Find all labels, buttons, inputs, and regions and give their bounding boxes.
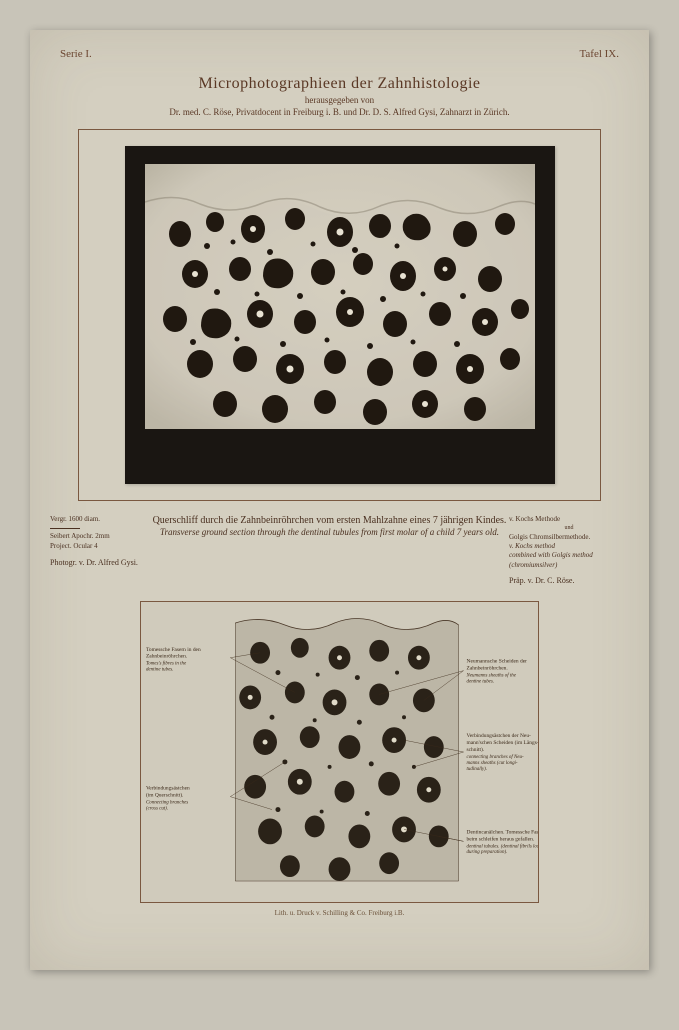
label-r2b: mann'schen Scheiden (im Längs- [467, 739, 538, 746]
subtitle: herausgegeben von [30, 95, 649, 105]
label-l2d: (cross cut). [146, 807, 168, 812]
label-r3c: dentinal tubules. (dentinal fibrils lost [467, 844, 538, 849]
optics-line1: Seibert Apochr. 2mm [50, 532, 150, 542]
label-l2b: (im Querschnitt). [146, 792, 183, 799]
magnification: Vergr. 1600 diam. [50, 515, 150, 525]
authors: Dr. med. C. Röse, Privatdocent in Freibu… [30, 107, 649, 117]
optics-line2: Project. Ocular 4 [50, 542, 150, 552]
tafel-label: Tafel IX. [579, 48, 619, 60]
label-r2f: tudinally). [467, 767, 488, 772]
label-r2e: manns sheaths (cut longi- [467, 761, 518, 766]
plate: Serie I. Tafel IX. Microphotographieen d… [30, 30, 649, 970]
label-r2c: schnitt). [467, 746, 485, 753]
label-l2a: Verbindungsästchen [146, 786, 190, 792]
label-r2a: Verbindungsästchen der Neu- [467, 733, 532, 739]
method-line1: v. Kochs Methode [509, 515, 629, 524]
label-r1d: dentine tubes. [467, 680, 495, 685]
center-caption: Querschliff durch die Zahnbeinröhrchen v… [150, 515, 509, 537]
imprint: Lith. u. Druck v. Schilling & Co. Freibu… [30, 909, 649, 917]
right-metadata: v. Kochs Methode und Golgis Chromsilberm… [509, 515, 629, 587]
header: Microphotographieen der Zahnhistologie h… [30, 30, 649, 117]
preparator: Präp. v. Dr. C. Röse. [509, 576, 629, 587]
method-line4: combined with Golgis method [509, 551, 629, 560]
photographer: Photogr. v. Dr. Alfred Gysi. [50, 557, 150, 568]
label-l1d: dentine tubes. [146, 668, 174, 673]
label-l1c: Tomes's fibres in the [146, 662, 187, 667]
main-photo-frame [78, 129, 601, 501]
method-line3: v. Kochs method [509, 542, 629, 551]
label-l1a: Tomessche Fasern in den [146, 647, 201, 653]
label-r1a: Neumannsche Scheiden der [467, 659, 528, 665]
label-l1b: Zahnbeinröhrchen. [146, 654, 187, 660]
method-line2: Golgis Chromsilbermethode. [509, 533, 629, 542]
label-r3a: Dentincanälchen. Tomessche Fasern [467, 829, 538, 835]
micrograph-photo [145, 164, 535, 429]
left-metadata: Vergr. 1600 diam. Seibert Apochr. 2mm Pr… [50, 515, 150, 569]
diagram-frame: Tomessche Fasern in den Zahnbeinröhrchen… [140, 601, 539, 903]
label-l2c: Connecting branches [146, 801, 188, 806]
method-and: und [509, 524, 629, 532]
method-line5: (chromiumsilver) [509, 561, 629, 570]
photo-mount [125, 146, 555, 484]
label-r1c: Neumanns sheaths of the [466, 674, 517, 679]
series-label: Serie I. [60, 48, 92, 60]
label-r3b: beim schleifen heraus gefallen. [467, 835, 535, 842]
label-r1b: Zahnbeinröhrchen. [467, 666, 508, 672]
caption-english: Transverse ground section through the de… [150, 527, 509, 537]
label-r2d: connecting branches of Neu- [467, 755, 524, 760]
label-r3d: during preparation). [467, 850, 508, 855]
caption-german: Querschliff durch die Zahnbeinröhrchen v… [150, 515, 509, 526]
top-labels: Serie I. Tafel IX. [30, 48, 649, 60]
main-title: Microphotographieen der Zahnhistologie [30, 75, 649, 93]
caption-row: Vergr. 1600 diam. Seibert Apochr. 2mm Pr… [50, 515, 629, 587]
